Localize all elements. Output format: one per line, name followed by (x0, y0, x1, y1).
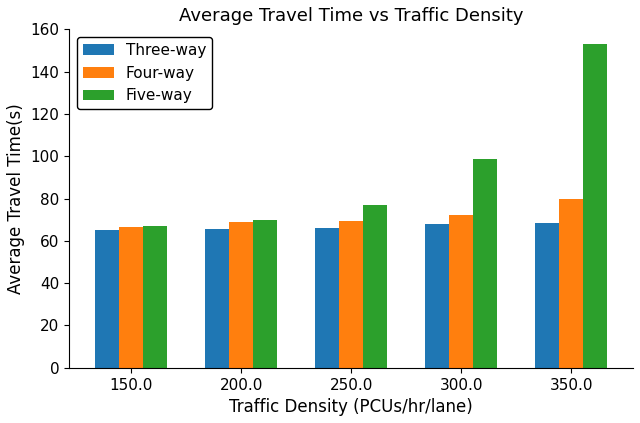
Bar (229, 222, 253, 368)
Bar (119, 227, 143, 368)
Y-axis label: Average Travel Time(s): Average Travel Time(s) (7, 103, 25, 294)
Bar (473, 159, 497, 368)
Bar (449, 215, 473, 368)
X-axis label: Traffic Density (PCUs/hr/lane): Traffic Density (PCUs/hr/lane) (229, 398, 473, 416)
Bar (315, 228, 339, 368)
Bar (535, 223, 559, 368)
Bar (583, 44, 607, 368)
Title: Average Travel Time vs Traffic Density: Average Travel Time vs Traffic Density (179, 7, 524, 25)
Legend: Three-way, Four-way, Five-way: Three-way, Four-way, Five-way (77, 37, 212, 110)
Bar (143, 226, 168, 368)
Bar (95, 230, 119, 368)
Bar (339, 221, 364, 368)
Bar (253, 220, 278, 368)
Bar (559, 198, 583, 368)
Bar (205, 229, 229, 368)
Bar (364, 205, 387, 368)
Bar (425, 224, 449, 368)
